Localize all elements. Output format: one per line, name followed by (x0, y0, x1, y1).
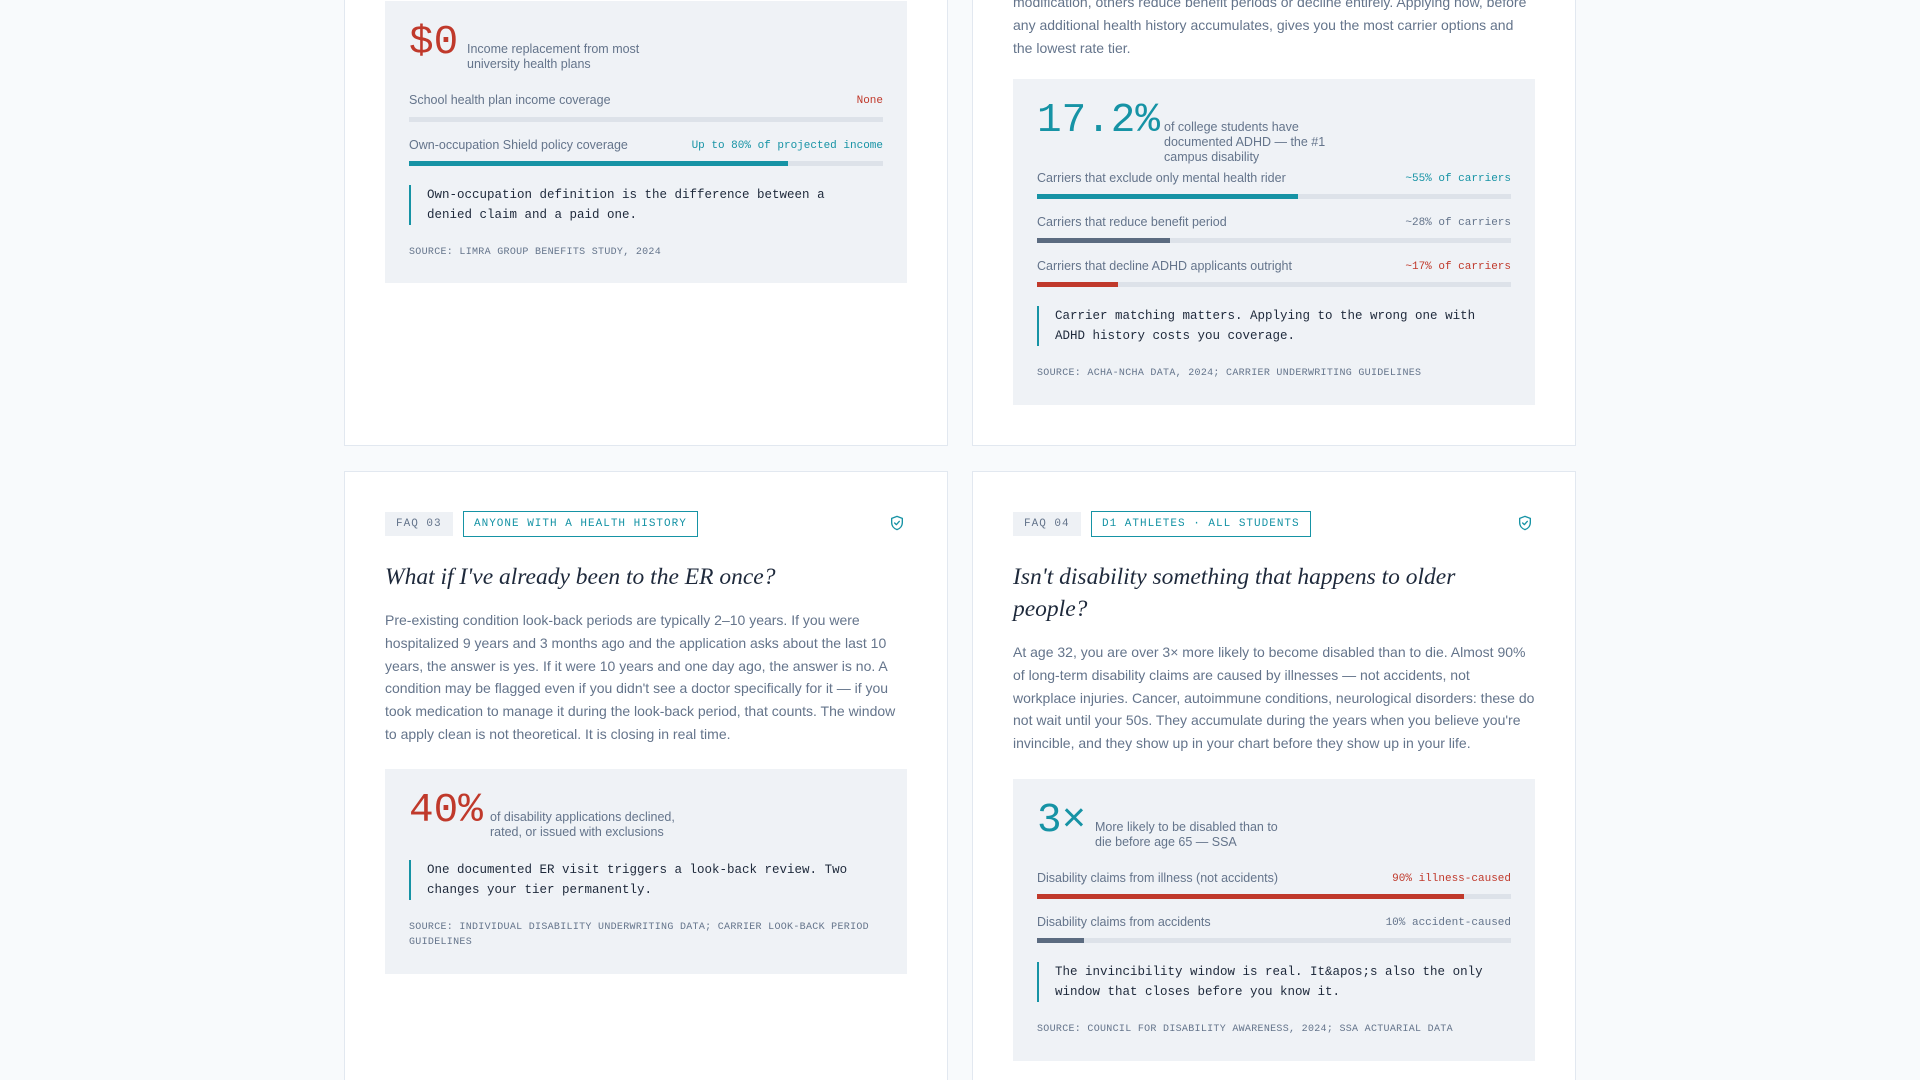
bar-row-label: Carriers that decline ADHD applicants ou… (1037, 259, 1292, 273)
stat-panel-declines: 40% of disability applications declined,… (385, 769, 907, 974)
shield-check-icon (891, 515, 903, 531)
stat-source: SOURCE: LIMRA GROUP BENEFITS STUDY, 2024 (409, 247, 662, 258)
bar-row-label: Disability claims from accidents (1037, 915, 1211, 929)
bar-row-label: School health plan income coverage (409, 93, 611, 107)
stat-caption: More likely to be disabled than to die b… (1095, 820, 1278, 849)
stat-quote: The invincibility window is real. It&apo… (1037, 962, 1497, 1002)
bar-fill (1037, 194, 1298, 199)
stat-caption: Income replacement from most university … (467, 42, 640, 71)
stat-value: 17.2% (1037, 98, 1161, 144)
bar-track (1037, 238, 1511, 243)
faq-answer: Pre-existing condition look-back periods… (385, 612, 896, 742)
bar-row-value: 10% accident-caused (1385, 917, 1511, 929)
stat-caption: of disability applications declined, rat… (490, 810, 675, 839)
stat-source: SOURCE: INDIVIDUAL DISABILITY UNDERWRITI… (409, 922, 869, 948)
stat-panel-adhd: 17.2% of college students have documente… (1013, 79, 1535, 405)
stat-value: 3× (1037, 798, 1087, 844)
bar-track (409, 161, 883, 166)
stat-source: SOURCE: COUNCIL FOR DISABILITY AWARENESS… (1037, 1024, 1453, 1035)
stat-panel-income: $0 Income replacement from most universi… (385, 1, 907, 283)
faq-number-tag: FAQ 03 (385, 512, 453, 536)
stat-value: $0 (409, 20, 459, 66)
bar-row-value: ~55% of carriers (1405, 173, 1511, 185)
bar-fill (1037, 894, 1464, 899)
bar-fill (1037, 238, 1170, 243)
faq-question: What if I've already been to the ER once… (385, 564, 776, 590)
bar-fill (1037, 282, 1118, 287)
bar-row-label: Disability claims from illness (not acci… (1037, 871, 1279, 885)
bar-track (1037, 938, 1511, 943)
faq-answer: At age 32, you are over 3× more likely t… (1013, 644, 1535, 751)
bar-row-value: 90% illness-caused (1392, 873, 1511, 885)
card-body-tail: modification, others reduce benefit peri… (1013, 0, 1527, 56)
bar-row-label: Carriers that reduce benefit period (1037, 215, 1227, 229)
audience-tag: ANYONE WITH A HEALTH HISTORY (463, 511, 698, 537)
stat-caption: of college students have documented ADHD… (1164, 120, 1326, 164)
shield-check-icon (1519, 515, 1531, 531)
stat-value: 40% (409, 788, 483, 834)
stat-source: SOURCE: ACHA-NCHA DATA, 2024; CARRIER UN… (1037, 368, 1422, 379)
bar-row-value: None (856, 95, 883, 107)
stat-panel-illness: 3× More likely to be disabled than to di… (1013, 779, 1535, 1061)
stat-quote: One documented ER visit triggers a look-… (409, 860, 869, 900)
bar-track (1037, 894, 1511, 899)
bar-row-label: Carriers that exclude only mental health… (1037, 171, 1286, 185)
bar-row-value: ~28% of carriers (1405, 217, 1511, 229)
audience-tag: D1 ATHLETES · ALL STUDENTS (1091, 511, 1311, 537)
stat-quote: Own-occupation definition is the differe… (409, 185, 869, 225)
stat-quote: Carrier matching matters. Applying to th… (1037, 306, 1497, 346)
bar-row-value: Up to 80% of projected income (691, 140, 883, 152)
bar-row-label: Own-occupation Shield policy coverage (409, 138, 628, 152)
bar-track (1037, 282, 1511, 287)
bar-row-value: ~17% of carriers (1405, 261, 1511, 273)
bar-track (1037, 194, 1511, 199)
bar-track (409, 117, 883, 122)
faq-number-tag: FAQ 04 (1013, 512, 1081, 536)
bar-fill (1037, 938, 1085, 943)
faq-question: Isn't disability something that happens … (1013, 564, 1456, 622)
bar-fill (409, 161, 789, 166)
